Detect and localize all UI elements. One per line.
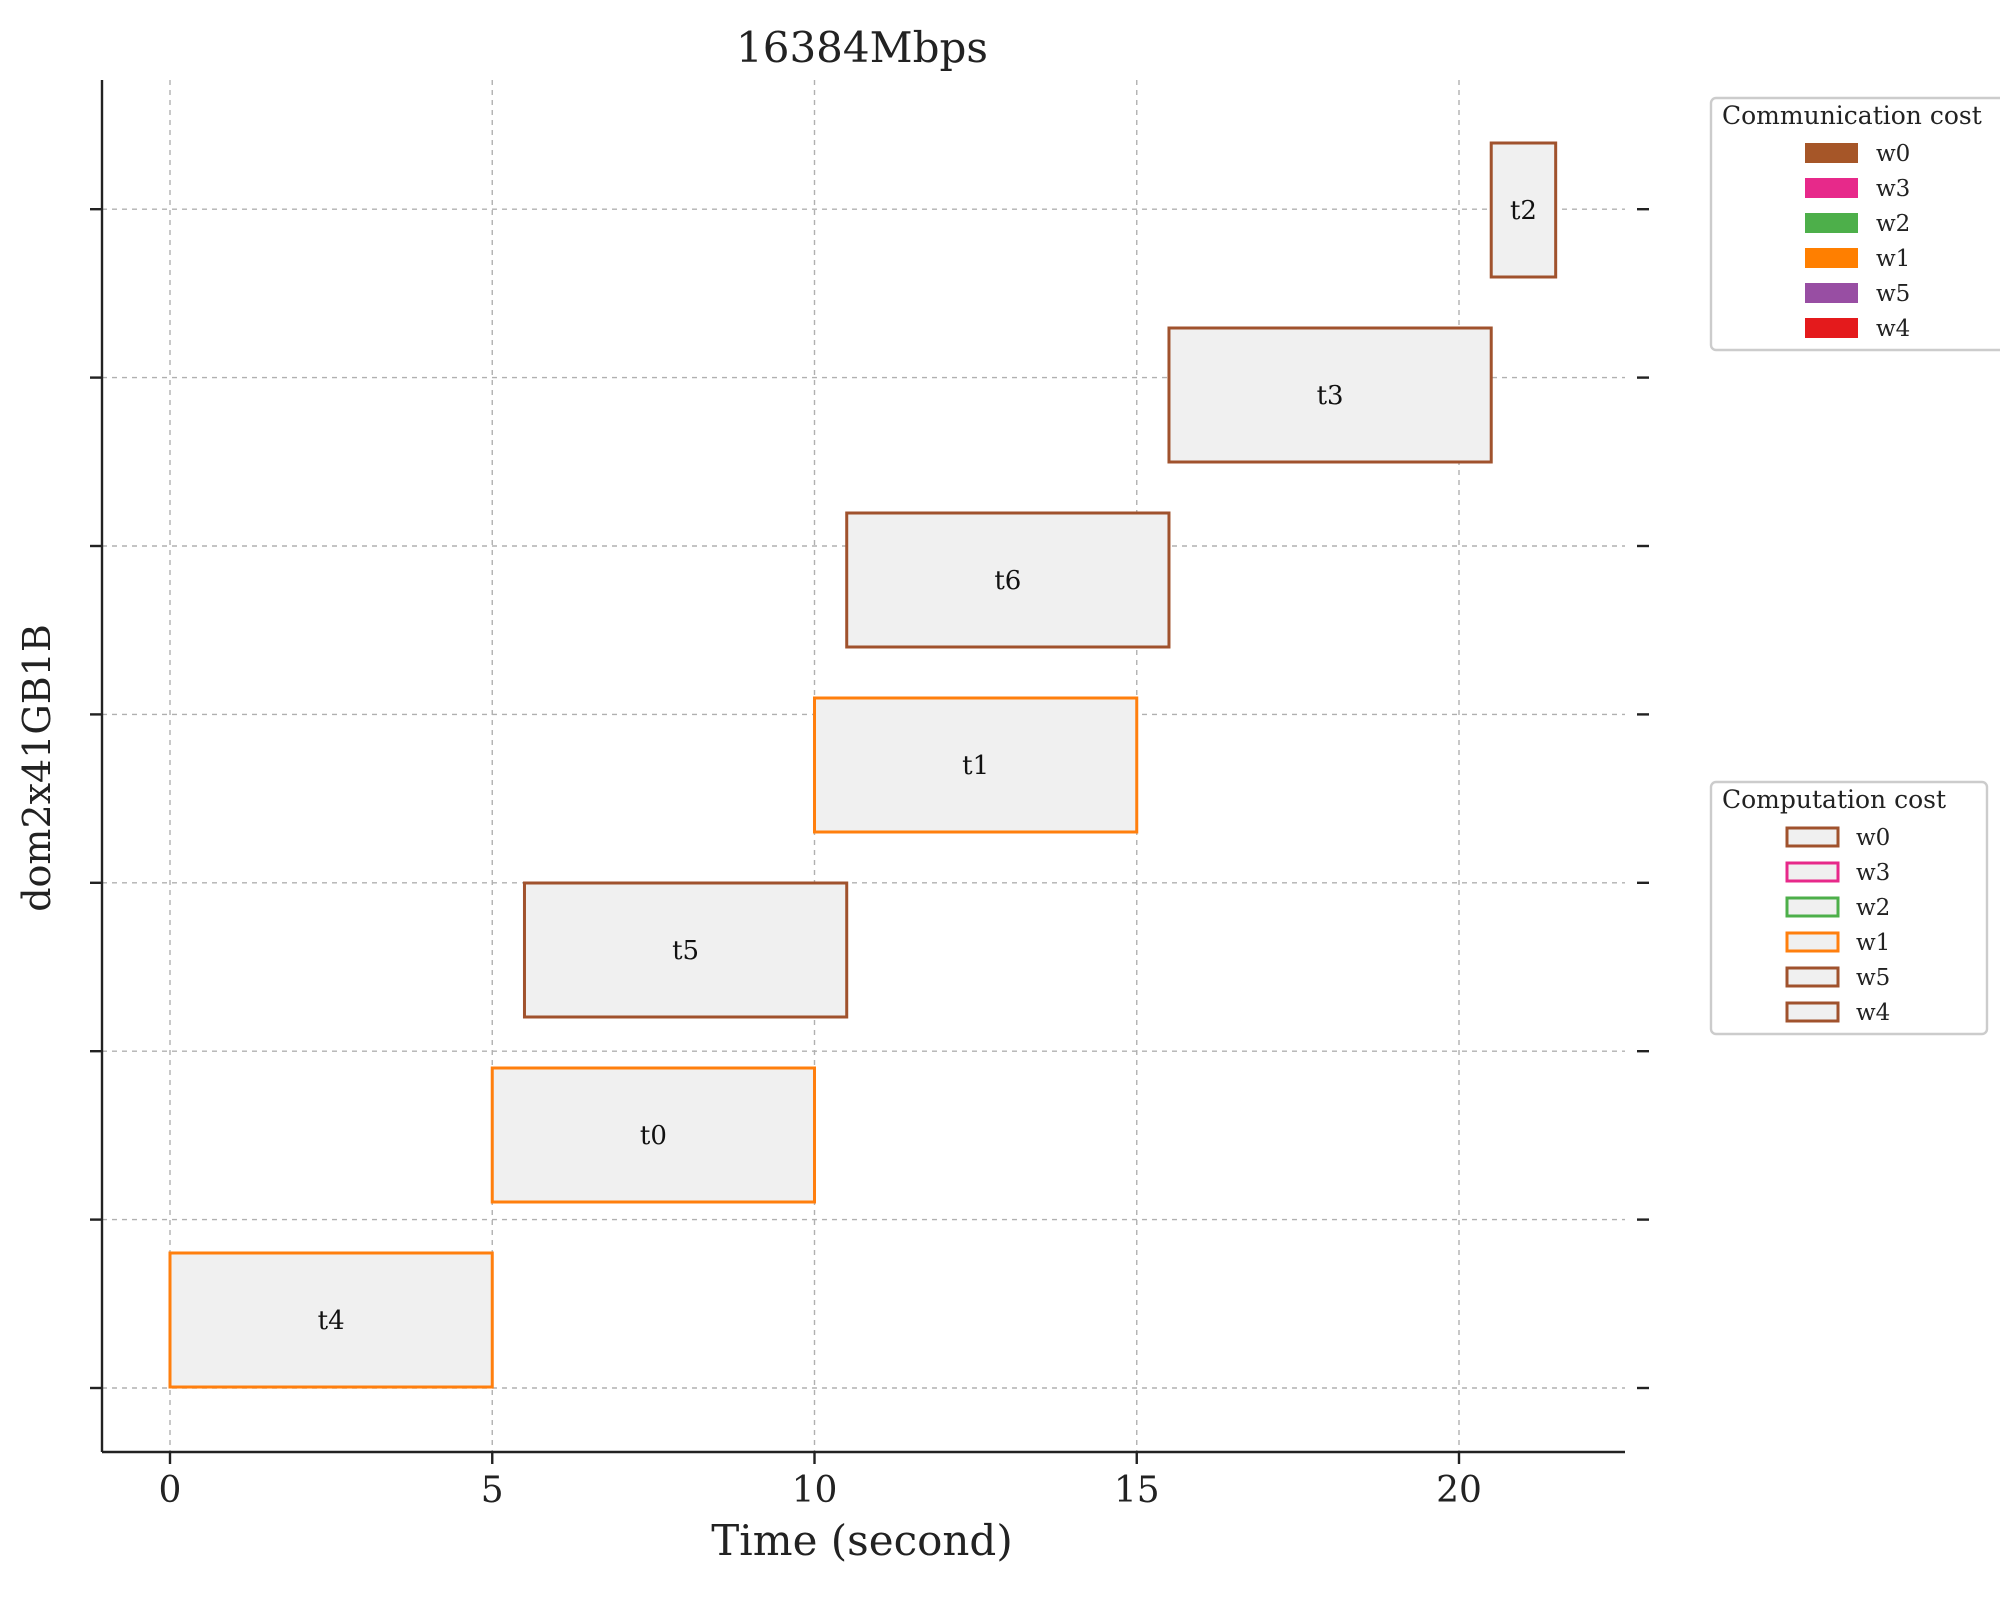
task-rect: [1167, 326, 1493, 464]
task-rect: [845, 511, 1171, 649]
legend-swatch: [1805, 318, 1858, 338]
legend-swatch: [1785, 826, 1840, 848]
legend-swatch: [1805, 248, 1858, 268]
task-label: t2: [1510, 196, 1537, 226]
legend-label: w0: [1876, 141, 1910, 167]
task-bar-t4: t4: [168, 1251, 494, 1389]
legend-swatch: [1785, 861, 1840, 883]
x-tick-label: 10: [792, 1470, 838, 1511]
legend-label: w4: [1876, 316, 1910, 342]
legend-label: w3: [1856, 860, 1890, 886]
task-rect: [813, 696, 1139, 834]
y-ticks: [90, 207, 1649, 1390]
x-tick-label: 15: [1114, 1470, 1160, 1511]
chart-title: 16384Mbps: [736, 23, 988, 72]
task-rect: [522, 881, 849, 1019]
legend-entry-w3: w3: [1805, 176, 1910, 202]
legend-communication: Communication cost w0 w3 w2 w1 w5 w4: [1709, 96, 2000, 352]
task-label: t1: [962, 751, 989, 781]
x-tick-label: 20: [1436, 1470, 1482, 1511]
x-tick-label: 5: [481, 1470, 504, 1511]
legend-title: Communication cost: [1722, 101, 1982, 130]
legend-swatch: [1785, 1001, 1840, 1023]
legend-swatch: [1805, 178, 1858, 198]
task-label: t6: [994, 566, 1021, 596]
task-bars: t4 t0 t5 t1 t6 t3 t2: [168, 141, 1558, 1389]
legend-entry-w2: w2: [1805, 211, 1910, 237]
legend-label: w5: [1876, 281, 1910, 307]
legend-entry-w4: w4: [1785, 1000, 1890, 1026]
legend-label: w0: [1856, 825, 1890, 851]
legend-entry-w4: w4: [1805, 316, 1910, 342]
legend-swatch: [1805, 143, 1858, 163]
legend-label: w4: [1856, 1000, 1890, 1026]
task-label: t3: [1317, 381, 1344, 411]
task-label: t5: [672, 936, 699, 966]
legend-entry-w0: w0: [1785, 825, 1890, 851]
legend-label: w5: [1856, 965, 1890, 991]
legend-entry-w2: w2: [1785, 895, 1890, 921]
legend-swatch: [1805, 213, 1858, 233]
x-ticks: 0 5 10 15 20: [159, 1452, 1482, 1511]
legend-computation: Computation cost w0 w3 w2 w1 w5 w4: [1709, 780, 1989, 1036]
legend-entry-w0: w0: [1805, 141, 1910, 167]
legend-frame: [1709, 780, 1989, 1036]
task-rect: [490, 1066, 816, 1204]
legend-entry-w1: w1: [1785, 930, 1890, 956]
task-rect: [1489, 141, 1558, 279]
task-label: t4: [318, 1306, 345, 1336]
task-bar-t3: t3: [1167, 326, 1493, 464]
task-bar-t5: t5: [522, 881, 849, 1019]
legend-label: w3: [1876, 176, 1910, 202]
legend-title: Computation cost: [1722, 785, 1946, 814]
task-rect: [168, 1251, 494, 1389]
legend-swatch: [1785, 966, 1840, 988]
x-axis-label: Time (second): [711, 1516, 1012, 1565]
legend-entry-w5: w5: [1805, 281, 1910, 307]
legend-entry-w3: w3: [1785, 860, 1890, 886]
legend-swatch: [1785, 931, 1840, 953]
x-tick-label: 0: [159, 1470, 182, 1511]
task-bar-t1: t1: [813, 696, 1139, 834]
legend-entry-w5: w5: [1785, 965, 1890, 991]
legend-swatch: [1805, 283, 1858, 303]
legend-label: w1: [1876, 246, 1910, 272]
legend-entry-w1: w1: [1805, 246, 1910, 272]
task-label: t0: [640, 1121, 667, 1151]
legends: Communication costw0w3w2w1w5w4Computatio…: [1709, 96, 2000, 1036]
legend-label: w2: [1876, 211, 1910, 237]
legend-swatch: [1785, 896, 1840, 918]
task-bar-t0: t0: [490, 1066, 816, 1204]
legend-label: w1: [1856, 930, 1890, 956]
task-bar-t6: t6: [845, 511, 1171, 649]
legend-label: w2: [1856, 895, 1890, 921]
y-axis-label: dom2x41GB1B: [15, 624, 59, 912]
task-bar-t2: t2: [1489, 141, 1558, 279]
